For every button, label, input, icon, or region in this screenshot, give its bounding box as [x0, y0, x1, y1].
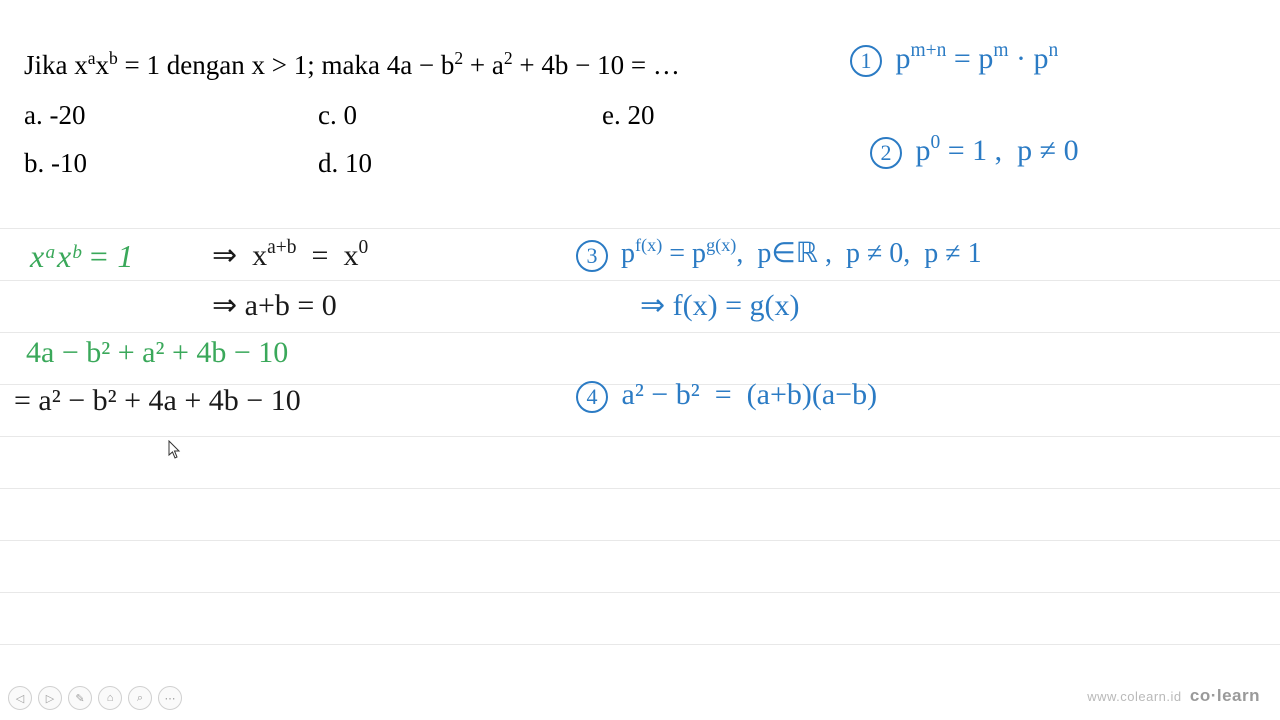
work-expr-green: 4a − b² + a² + 4b − 10 — [26, 336, 288, 370]
rule-1-text: pm+n = pm · pn — [896, 42, 1059, 75]
question-line1: Jika xaxb = 1 dengan x > 1; maka 4a − b2… — [24, 48, 680, 81]
ruled-line — [0, 592, 1280, 593]
watermark-url: www.colearn.id — [1087, 689, 1181, 704]
watermark-brand: co·learn — [1190, 686, 1260, 705]
work-expr-black: = a² − b² + 4a + 4b − 10 — [14, 384, 301, 418]
circled-2-icon: 2 — [870, 137, 902, 169]
ruled-line — [0, 644, 1280, 645]
rule-4-text: a² − b² = (a+b)(a−b) — [622, 378, 878, 411]
choice-c: c. 0 — [318, 100, 357, 131]
choice-b: b. -10 — [24, 148, 87, 179]
rule-1: 1 pm+n = pm · pn — [850, 42, 1058, 77]
circled-3-icon: 3 — [576, 240, 608, 272]
prev-button[interactable]: ◁ — [8, 686, 32, 710]
ruled-line — [0, 436, 1280, 437]
ruled-line — [0, 332, 1280, 333]
ruled-line — [0, 228, 1280, 229]
rule-2-text: p0 = 1 , p ≠ 0 — [916, 134, 1079, 167]
rule-2: 2 p0 = 1 , p ≠ 0 — [870, 134, 1079, 169]
whiteboard-canvas: Jika xaxb = 1 dengan x > 1; maka 4a − b2… — [0, 0, 1280, 720]
cursor-icon — [168, 440, 182, 460]
work-eq1-arrow: ⇒ xa+b = x0 — [212, 238, 368, 273]
more-button[interactable]: ⋯ — [158, 686, 182, 710]
pen-button[interactable]: ✎ — [68, 686, 92, 710]
watermark: www.colearn.id co·learn — [1087, 686, 1260, 706]
circled-4-icon: 4 — [576, 381, 608, 413]
rule-4: 4 a² − b² = (a+b)(a−b) — [576, 378, 877, 413]
circled-1-icon: 1 — [850, 45, 882, 77]
zoom-button[interactable]: ⌕ — [128, 686, 152, 710]
rule-3: 3 pf(x) = pg(x), p∈ℝ , p ≠ 0, p ≠ 1 — [576, 236, 982, 272]
ruled-line — [0, 488, 1280, 489]
home-button[interactable]: ⌂ — [98, 686, 122, 710]
next-button[interactable]: ▷ — [38, 686, 62, 710]
rule-3-implies: ⇒ f(x) = g(x) — [640, 288, 800, 323]
work-eq2: ⇒ a+b = 0 — [212, 288, 337, 323]
work-eq1-lhs: xᵃxᵇ = 1 — [30, 238, 133, 275]
ruled-line — [0, 540, 1280, 541]
choice-d: d. 10 — [318, 148, 372, 179]
ruled-line — [0, 280, 1280, 281]
player-toolbar: ◁ ▷ ✎ ⌂ ⌕ ⋯ — [8, 686, 182, 710]
rule-3-text: pf(x) = pg(x), p∈ℝ , p ≠ 0, p ≠ 1 — [621, 238, 982, 269]
choice-e: e. 20 — [602, 100, 654, 131]
choice-a: a. -20 — [24, 100, 85, 131]
